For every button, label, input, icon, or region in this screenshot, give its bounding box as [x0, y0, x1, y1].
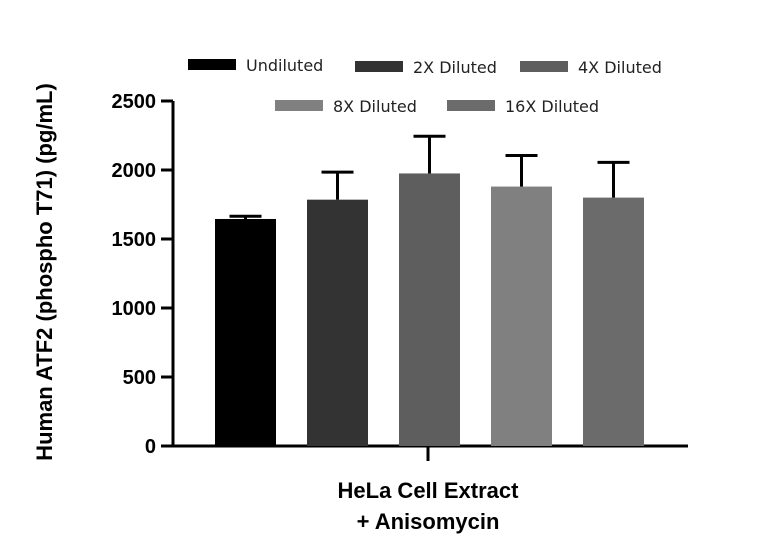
y-tick-label: 1000	[112, 298, 157, 320]
y-tick-label: 2500	[112, 91, 157, 113]
legend-swatch	[355, 61, 403, 72]
bar	[399, 173, 460, 446]
y-tick-label: 0	[145, 436, 156, 458]
legend-label: 8X Diluted	[333, 97, 417, 116]
y-tick-label: 1500	[112, 229, 157, 251]
legend-label: Undiluted	[246, 56, 323, 75]
bar	[307, 199, 368, 446]
x-axis-title-line-1: HeLa Cell Extract	[338, 478, 520, 503]
legend-swatch	[447, 100, 495, 111]
bar	[491, 186, 552, 446]
bar	[215, 218, 276, 446]
x-axis-title-line-2: + Anisomycin	[357, 509, 500, 534]
legend-label: 4X Diluted	[578, 58, 662, 77]
legend-label: 2X Diluted	[413, 58, 497, 77]
y-axis-title: Human ATF2 (phospho T71) (pg/mL)	[32, 83, 57, 461]
legend-swatch	[188, 59, 236, 70]
legend-swatch	[275, 100, 323, 111]
y-tick-label: 500	[123, 367, 156, 389]
y-tick-label: 2000	[112, 160, 157, 182]
bar	[583, 197, 644, 446]
legend-swatch	[520, 61, 568, 72]
legend-label: 16X Diluted	[505, 97, 599, 116]
